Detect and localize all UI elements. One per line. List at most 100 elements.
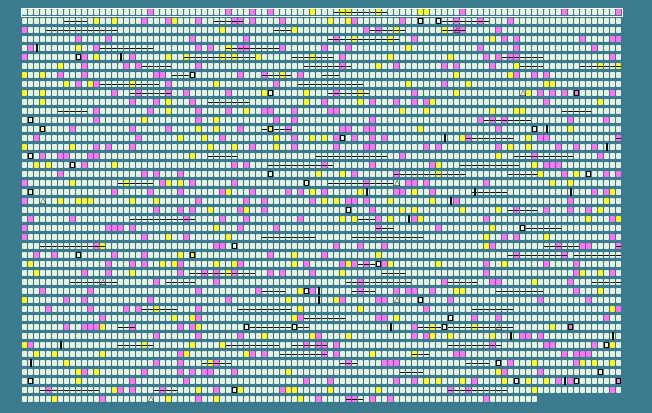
pink-tile[interactable] — [412, 99, 417, 105]
empty-tile[interactable] — [250, 378, 255, 384]
pink-tile[interactable] — [460, 351, 465, 357]
empty-tile[interactable] — [34, 72, 39, 78]
empty-tile[interactable] — [514, 351, 519, 357]
empty-tile[interactable] — [34, 342, 39, 348]
pink-tile[interactable] — [280, 270, 285, 276]
empty-tile[interactable] — [454, 153, 459, 159]
yellow-tile[interactable] — [292, 27, 297, 33]
empty-tile[interactable] — [298, 387, 303, 393]
empty-tile[interactable] — [406, 108, 411, 114]
empty-tile[interactable] — [436, 369, 441, 375]
empty-tile[interactable] — [64, 144, 69, 150]
empty-tile[interactable] — [400, 216, 405, 222]
empty-tile[interactable] — [262, 171, 267, 177]
empty-tile[interactable] — [418, 27, 423, 33]
empty-tile[interactable] — [382, 18, 387, 24]
empty-tile[interactable] — [268, 99, 273, 105]
empty-tile[interactable] — [172, 189, 177, 195]
empty-tile[interactable] — [124, 351, 129, 357]
empty-tile[interactable] — [274, 90, 279, 96]
empty-tile[interactable] — [616, 333, 621, 339]
empty-tile[interactable] — [52, 153, 57, 159]
empty-tile[interactable] — [184, 108, 189, 114]
empty-tile[interactable] — [574, 117, 579, 123]
empty-tile[interactable] — [466, 288, 471, 294]
empty-tile[interactable] — [406, 9, 411, 15]
empty-tile[interactable] — [484, 36, 489, 42]
empty-tile[interactable] — [532, 306, 537, 312]
empty-tile[interactable] — [280, 144, 285, 150]
pink-tile[interactable] — [568, 117, 573, 123]
empty-tile[interactable] — [274, 171, 279, 177]
empty-tile[interactable] — [568, 45, 573, 51]
empty-tile[interactable] — [592, 306, 597, 312]
empty-tile[interactable] — [604, 369, 609, 375]
empty-tile[interactable] — [112, 108, 117, 114]
empty-tile[interactable] — [214, 9, 219, 15]
empty-tile[interactable] — [214, 27, 219, 33]
yellow-tile[interactable] — [352, 216, 357, 222]
pink-tile[interactable] — [568, 198, 573, 204]
empty-tile[interactable] — [328, 135, 333, 141]
yellow-tile[interactable] — [214, 225, 219, 231]
empty-tile[interactable] — [250, 225, 255, 231]
empty-tile[interactable] — [268, 225, 273, 231]
empty-tile[interactable] — [586, 333, 591, 339]
empty-tile[interactable] — [244, 18, 249, 24]
empty-tile[interactable] — [214, 135, 219, 141]
yellow-tile[interactable] — [160, 261, 165, 267]
empty-tile[interactable] — [112, 135, 117, 141]
pink-tile[interactable] — [208, 45, 213, 51]
empty-tile[interactable] — [184, 126, 189, 132]
empty-tile[interactable] — [496, 90, 501, 96]
empty-tile[interactable] — [412, 72, 417, 78]
empty-tile[interactable] — [112, 180, 117, 186]
empty-tile[interactable] — [310, 72, 315, 78]
pink-tile[interactable] — [220, 216, 225, 222]
empty-tile[interactable] — [136, 126, 141, 132]
pink-tile[interactable] — [604, 189, 609, 195]
empty-tile[interactable] — [262, 63, 267, 69]
empty-tile[interactable] — [340, 99, 345, 105]
empty-tile[interactable] — [178, 288, 183, 294]
empty-tile[interactable] — [112, 243, 117, 249]
empty-tile[interactable] — [316, 243, 321, 249]
empty-tile[interactable] — [412, 144, 417, 150]
pink-tile[interactable] — [262, 108, 267, 114]
pink-tile[interactable] — [280, 45, 285, 51]
empty-tile[interactable] — [472, 27, 477, 33]
yellow-tile[interactable] — [46, 162, 51, 168]
empty-tile[interactable] — [352, 144, 357, 150]
square-marker[interactable] — [520, 225, 525, 231]
empty-tile[interactable] — [160, 45, 165, 51]
empty-tile[interactable] — [100, 135, 105, 141]
empty-tile[interactable] — [64, 54, 69, 60]
empty-tile[interactable] — [220, 9, 225, 15]
empty-tile[interactable] — [562, 216, 567, 222]
empty-tile[interactable] — [34, 243, 39, 249]
empty-tile[interactable] — [298, 171, 303, 177]
empty-tile[interactable] — [256, 18, 261, 24]
empty-tile[interactable] — [262, 153, 267, 159]
empty-tile[interactable] — [490, 288, 495, 294]
empty-tile[interactable] — [520, 279, 525, 285]
yellow-tile[interactable] — [58, 198, 63, 204]
empty-tile[interactable] — [76, 225, 81, 231]
empty-tile[interactable] — [298, 225, 303, 231]
empty-tile[interactable] — [370, 45, 375, 51]
empty-tile[interactable] — [250, 261, 255, 267]
yellow-tile[interactable] — [406, 45, 411, 51]
empty-tile[interactable] — [442, 234, 447, 240]
yellow-tile[interactable] — [490, 108, 495, 114]
empty-tile[interactable] — [76, 99, 81, 105]
empty-tile[interactable] — [460, 63, 465, 69]
empty-tile[interactable] — [400, 117, 405, 123]
empty-tile[interactable] — [520, 261, 525, 267]
empty-tile[interactable] — [52, 378, 57, 384]
empty-tile[interactable] — [448, 243, 453, 249]
empty-tile[interactable] — [550, 45, 555, 51]
empty-tile[interactable] — [310, 252, 315, 258]
empty-tile[interactable] — [106, 63, 111, 69]
yellow-tile[interactable] — [130, 198, 135, 204]
yellow-tile[interactable] — [526, 378, 531, 384]
